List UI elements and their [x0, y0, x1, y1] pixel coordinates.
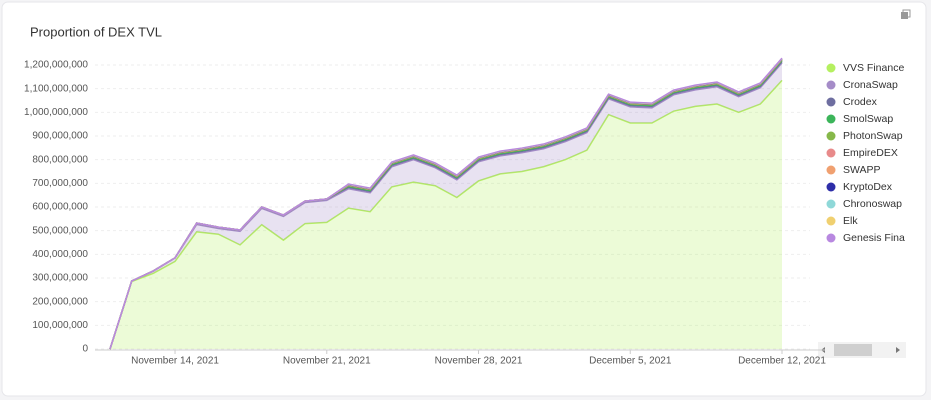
y-tick-label: 200,000,000 — [32, 296, 88, 307]
x-tick-label: November 21, 2021 — [283, 356, 371, 367]
legend-swatch — [826, 233, 836, 243]
x-tick-label: November 28, 2021 — [435, 356, 523, 367]
y-tick-label: 1,100,000,000 — [24, 83, 88, 94]
legend-label: Genesis Fina — [843, 232, 905, 244]
legend-swatch — [826, 216, 836, 226]
y-tick-label: 400,000,000 — [32, 249, 88, 260]
legend-swatch — [826, 131, 836, 141]
legend-swatch — [826, 63, 836, 73]
chart-title: Proportion of DEX TVL — [30, 24, 162, 39]
area-fill — [110, 80, 782, 349]
legend-label: Chronoswap — [843, 198, 902, 210]
x-tick-label: November 14, 2021 — [131, 356, 219, 367]
y-tick-label: 1,000,000,000 — [24, 107, 88, 118]
legend-label: EmpireDEX — [843, 147, 898, 159]
legend-label: Elk — [843, 215, 858, 227]
legend-swatch — [826, 165, 836, 175]
legend-swatch — [826, 148, 836, 158]
y-tick-label: 1,200,000,000 — [24, 60, 88, 71]
area-fill — [110, 62, 782, 350]
y-tick-label: 900,000,000 — [32, 131, 88, 142]
x-tick-label: December 12, 2021 — [738, 356, 826, 367]
legend-swatch — [826, 182, 836, 192]
y-tick-label: 100,000,000 — [32, 320, 88, 331]
legend-label: VVS Finance — [843, 62, 904, 74]
legend-label: SWAPP — [843, 164, 881, 176]
y-tick-label: 0 — [82, 344, 88, 355]
y-tick-label: 600,000,000 — [32, 202, 88, 213]
legend-swatch — [826, 80, 836, 90]
legend-label: PhotonSwap — [843, 130, 903, 142]
x-tick-label: December 5, 2021 — [589, 356, 672, 367]
expand-icon[interactable] — [901, 9, 911, 19]
legend-swatch — [826, 97, 836, 107]
y-tick-label: 800,000,000 — [32, 154, 88, 165]
legend-swatch — [826, 199, 836, 209]
legend-label: SmolSwap — [843, 113, 893, 125]
legend-label: KryptoDex — [843, 181, 893, 193]
y-tick-label: 700,000,000 — [32, 178, 88, 189]
area-line — [109, 57, 783, 350]
legend-label: Crodex — [843, 96, 878, 108]
legend-label: CronaSwap — [843, 79, 898, 91]
scrollbar[interactable] — [818, 342, 906, 358]
y-tick-label: 500,000,000 — [32, 225, 88, 236]
y-tick-label: 300,000,000 — [32, 273, 88, 284]
area-line — [109, 62, 783, 350]
legend-swatch — [826, 114, 836, 124]
area-line — [109, 79, 783, 350]
